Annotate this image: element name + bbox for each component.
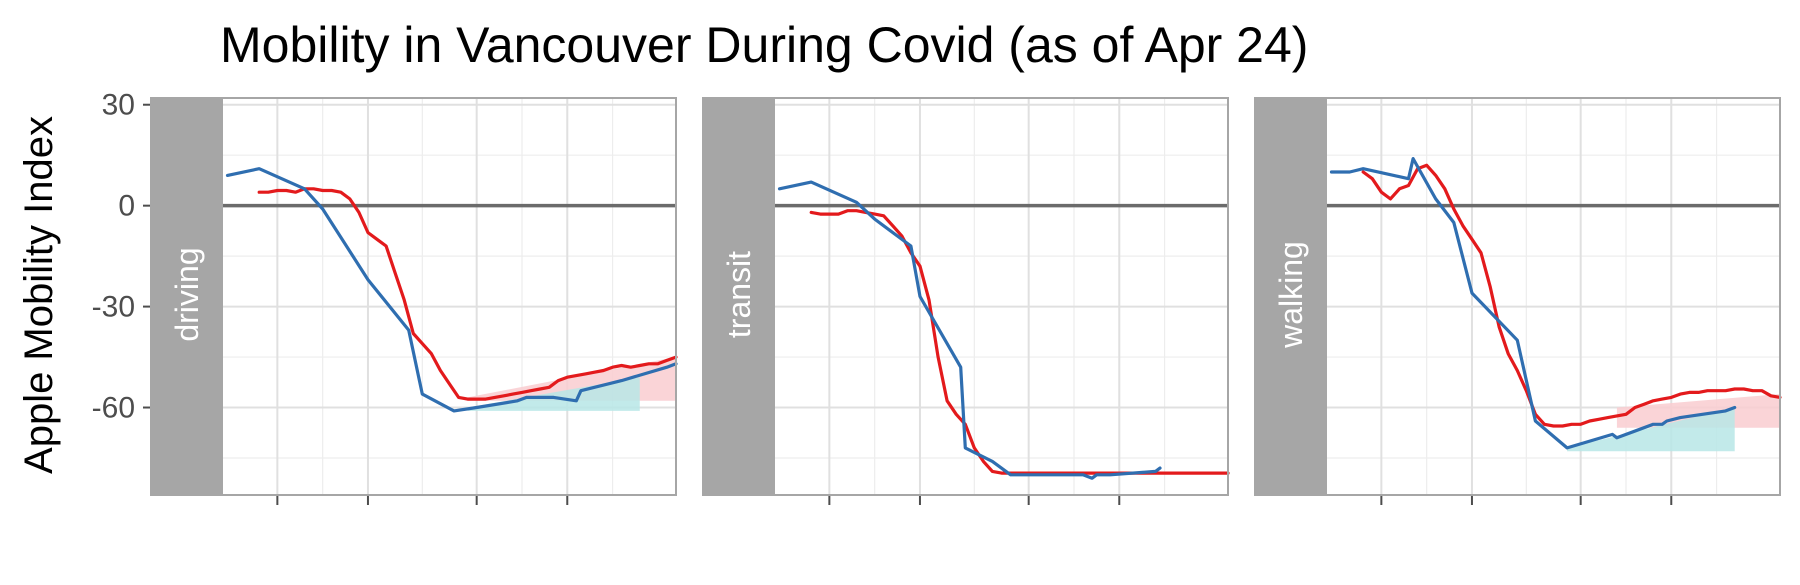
series-line-blue <box>1329 157 1737 450</box>
y-tick-label: -60 <box>92 392 135 425</box>
series-line-blue <box>777 180 1162 480</box>
facet-label-walking: walking <box>1273 241 1309 349</box>
panel-border <box>1254 97 1781 496</box>
facet-strip <box>151 98 223 495</box>
series-line-red <box>257 187 678 401</box>
facet-panels: 30 0 -30 -60 driving transit walking <box>92 89 1782 505</box>
panel-border <box>150 97 677 496</box>
y-tick-label: 0 <box>118 190 135 223</box>
facet-label-transit: transit <box>721 251 757 338</box>
chart-title: Mobility in Vancouver During Covid (as o… <box>220 17 1308 73</box>
y-tick-label: -30 <box>92 291 135 324</box>
panel-driving: driving <box>150 97 678 505</box>
facet-strip <box>703 98 775 495</box>
series-line-blue <box>225 167 678 413</box>
shaded-band-band_red <box>1616 394 1780 428</box>
y-tick-label: 30 <box>102 89 135 122</box>
facet-label-driving: driving <box>169 247 205 341</box>
shaded-band-band_teal <box>1567 407 1735 452</box>
panel-background <box>151 98 676 495</box>
y-axis-label: Apple Mobility Index <box>17 116 61 474</box>
panel-transit: transit <box>702 97 1230 505</box>
facet-strip <box>1255 98 1327 495</box>
series-line-red <box>1361 163 1782 428</box>
panel-walking: walking <box>1254 97 1782 505</box>
panel-border <box>702 97 1229 496</box>
series-line-red <box>809 209 1230 475</box>
